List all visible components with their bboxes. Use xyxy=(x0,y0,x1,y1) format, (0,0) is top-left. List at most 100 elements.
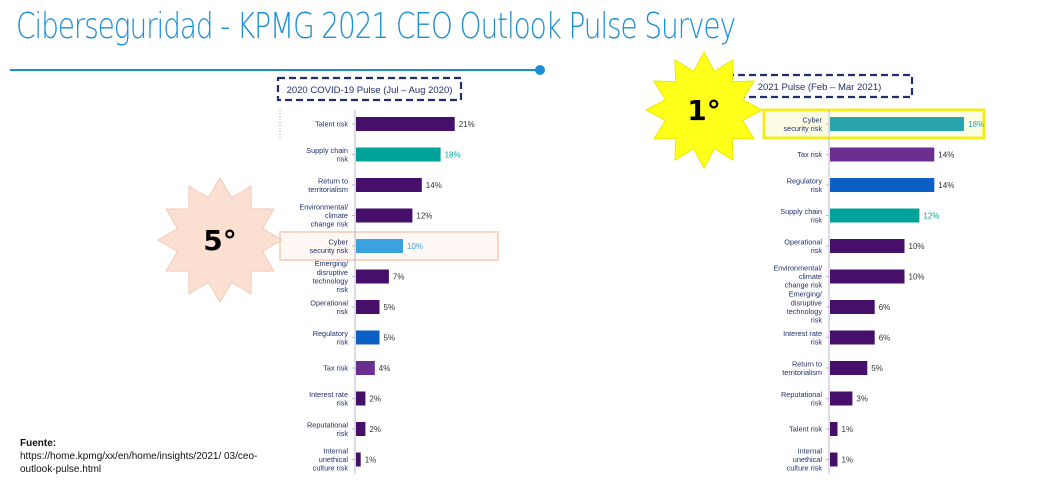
category-label-line: unethical xyxy=(319,455,349,464)
category-label-line: Emerging/ xyxy=(315,259,349,268)
category-label: Reputational risk xyxy=(307,420,348,438)
bar xyxy=(356,178,422,192)
category-label-line: territorialism xyxy=(782,368,822,377)
category-label-line: Operational xyxy=(310,298,348,307)
category-label-line: climate xyxy=(325,211,348,220)
source-note: Fuente: https://home.kpmg/xx/en/home/ins… xyxy=(20,437,260,476)
bar xyxy=(356,269,389,284)
chart-2: 2021 Pulse (Feb – Mar 2021) Cyber security… xyxy=(644,50,986,474)
category-label-line: Interest rate xyxy=(309,390,348,399)
bar xyxy=(830,300,875,314)
category-label: Interest rate risk xyxy=(309,390,348,408)
category-label-line: Supply chain xyxy=(306,146,348,155)
category-label: Supply chain risk xyxy=(306,146,348,164)
category-label: Operational risk xyxy=(310,298,348,316)
page-title: Ciberseguridad - KPMG 2021 CEO Outlook P… xyxy=(16,6,736,47)
category-label-line: security risk xyxy=(783,124,822,133)
category-label-line: culture risk xyxy=(313,464,349,473)
category-label-line: Reputational xyxy=(781,390,822,399)
category-label: Tax risk xyxy=(797,150,822,159)
title-rule-dot xyxy=(535,65,545,75)
category-label: Interest rate risk xyxy=(783,329,822,347)
category-label-line: Tax risk xyxy=(797,150,822,159)
bar xyxy=(356,361,375,375)
category-label-line: Environmental/ xyxy=(299,203,349,212)
value-label: 3% xyxy=(856,395,868,404)
category-label-line: Cyber xyxy=(803,115,823,124)
category-label-line: security risk xyxy=(309,246,348,255)
bar xyxy=(830,330,875,345)
category-label-line: change risk xyxy=(785,281,823,290)
chart-title-box xyxy=(276,76,463,102)
value-label: 12% xyxy=(416,212,432,221)
value-label: 12% xyxy=(923,212,939,221)
category-label-line: risk xyxy=(811,246,823,255)
value-label: 1% xyxy=(842,425,854,434)
source-heading: Fuente: xyxy=(20,438,57,449)
category-label: Talent risk xyxy=(315,120,348,129)
value-label: 14% xyxy=(426,181,442,190)
value-label: 1% xyxy=(842,456,854,465)
category-label-line: disruptive xyxy=(317,268,348,277)
category-label-line: technology xyxy=(313,276,349,285)
category-label-line: risk xyxy=(337,337,349,346)
category-label-line: Operational xyxy=(784,237,822,246)
category-label: Tax risk xyxy=(323,364,348,373)
value-label: 6% xyxy=(879,303,891,312)
category-label: Return to territorialism xyxy=(308,176,348,194)
category-label-line: risk xyxy=(337,285,349,294)
category-label-line: Return to xyxy=(318,176,348,185)
bar xyxy=(830,239,905,253)
rank-badge-star xyxy=(157,177,283,303)
bar xyxy=(830,147,935,162)
bar xyxy=(356,330,380,345)
rank-badge-label: 1° xyxy=(687,94,720,127)
value-label: 7% xyxy=(393,273,405,282)
category-label: Operational risk xyxy=(784,237,822,255)
value-label: 1% xyxy=(365,456,377,465)
category-label-line: culture risk xyxy=(787,464,823,473)
bar xyxy=(830,422,838,436)
category-label: Internal unethical culture risk xyxy=(787,447,823,473)
category-label-line: Environmental/ xyxy=(773,264,823,273)
bar xyxy=(830,391,853,406)
value-label: 6% xyxy=(879,334,891,343)
bar xyxy=(356,147,441,162)
category-label-line: Talent risk xyxy=(315,120,348,129)
value-label: 10% xyxy=(909,242,925,251)
category-label: Emerging/disruptive technology risk xyxy=(787,290,823,325)
value-label: 4% xyxy=(379,364,391,373)
category-label-line: technology xyxy=(787,307,823,316)
category-label: Cyber security risk xyxy=(783,115,822,133)
bar xyxy=(356,391,366,406)
category-label-line: risk xyxy=(811,337,823,346)
category-label-line: risk xyxy=(337,429,349,438)
bar xyxy=(356,239,403,253)
bar xyxy=(830,208,920,223)
category-label-line: Tax risk xyxy=(323,364,348,373)
bar xyxy=(830,269,905,284)
category-label-line: territorialism xyxy=(308,185,348,194)
value-label: 14% xyxy=(938,151,954,160)
bar xyxy=(356,452,361,467)
category-label-line: Emerging/ xyxy=(789,290,823,299)
category-label-line: Regulatory xyxy=(313,329,349,338)
category-label-line: Cyber xyxy=(329,237,349,246)
category-label-line: risk xyxy=(811,316,823,325)
category-label: Regulatory risk xyxy=(787,176,823,194)
chart-1: 2020 COVID-19 Pulse (Jul – Aug 2020) Tale… xyxy=(157,76,499,474)
category-label: Cyber security risk xyxy=(309,237,348,255)
category-label: Environmental/climate change risk xyxy=(773,264,823,290)
bar xyxy=(356,117,455,131)
category-label-line: Reputational xyxy=(307,420,348,429)
bar xyxy=(830,178,935,192)
chart-title: 2020 COVID-19 Pulse (Jul – Aug 2020) xyxy=(287,85,453,96)
rank-badge-label: 5° xyxy=(203,224,236,257)
bar xyxy=(356,422,366,436)
value-label: 18% xyxy=(968,120,984,129)
value-label: 10% xyxy=(407,242,423,251)
value-label: 10% xyxy=(909,273,925,282)
value-label: 5% xyxy=(384,334,396,343)
bar xyxy=(830,452,838,467)
